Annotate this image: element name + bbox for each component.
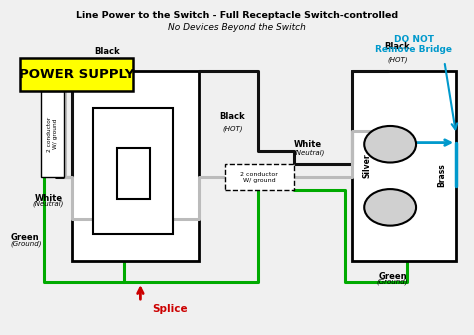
Bar [72,71,199,261]
Bar [20,58,133,91]
Text: (Ground): (Ground) [377,279,408,285]
Text: (Neutral): (Neutral) [33,201,64,207]
Text: White: White [293,140,322,149]
Text: (Ground): (Ground) [11,241,42,247]
Text: 2 conductor
W/ ground: 2 conductor W/ ground [47,117,58,152]
Text: (Neutral): (Neutral) [293,149,325,156]
Text: Silver: Silver [362,153,371,178]
Bar [225,164,293,190]
Text: Green: Green [11,233,39,242]
Text: Black: Black [95,47,120,56]
Bar [353,71,456,261]
Text: Line Power to the Switch - Full Receptacle Switch-controlled: Line Power to the Switch - Full Receptac… [76,11,398,20]
Bar [93,108,173,234]
Circle shape [364,126,416,162]
Text: No Devices Beyond the Switch: No Devices Beyond the Switch [168,23,306,32]
Text: Black: Black [219,112,245,121]
Text: (HOT): (HOT) [97,61,118,68]
Text: DO NOT
Remove Bridge: DO NOT Remove Bridge [375,35,452,54]
Text: Splice: Splice [152,304,188,314]
Text: (HOT): (HOT) [222,126,243,132]
Text: White: White [35,194,63,203]
Text: POWER SUPPLY: POWER SUPPLY [19,68,135,81]
Bar [117,147,150,199]
Text: Green: Green [378,272,407,281]
Circle shape [364,189,416,226]
Text: Black: Black [384,42,410,51]
Text: Brass: Brass [438,163,447,187]
Bar [41,91,64,178]
Text: 2 conductor
W/ ground: 2 conductor W/ ground [240,172,278,183]
Text: (HOT): (HOT) [387,56,408,63]
